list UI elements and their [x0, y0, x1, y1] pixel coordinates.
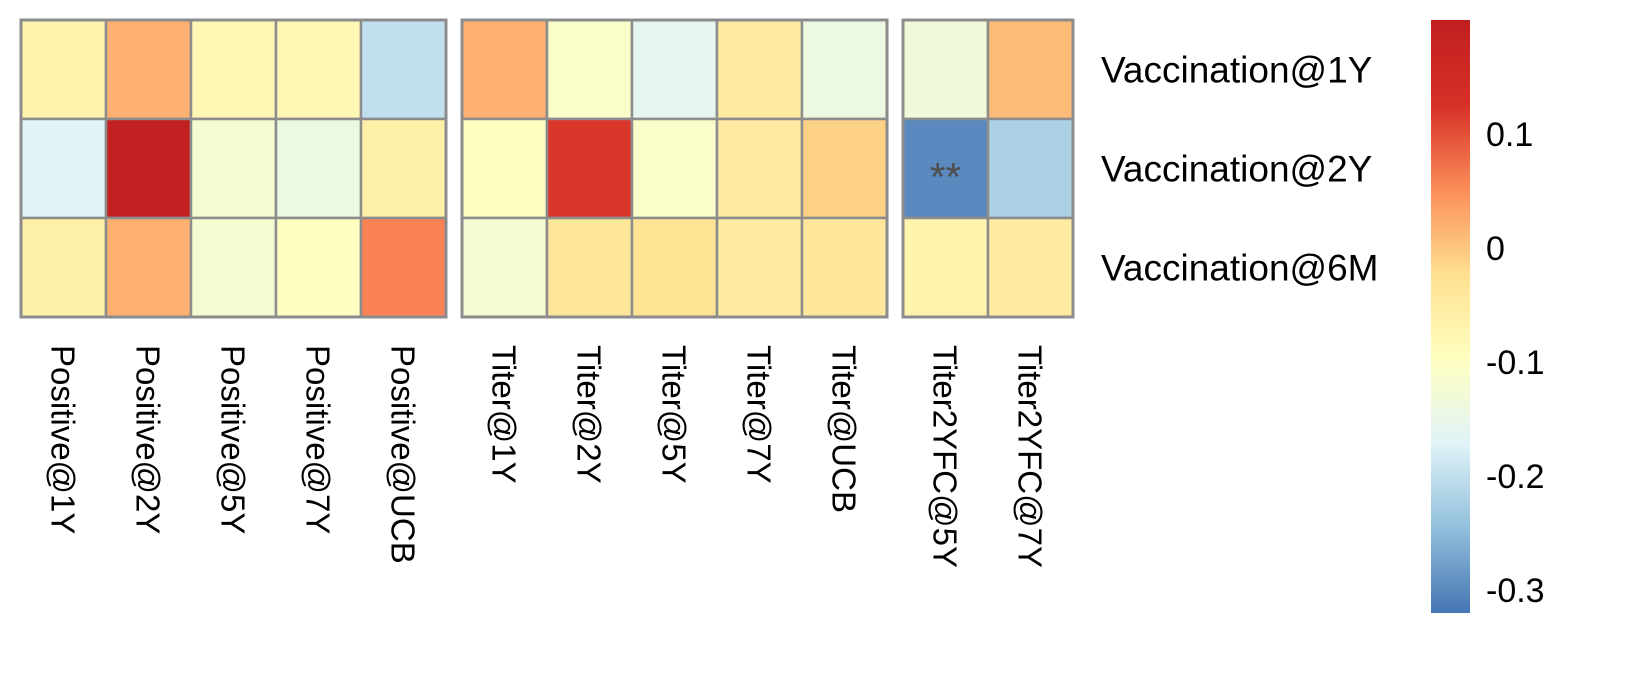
legend-tick-label: -0.2 — [1486, 458, 1545, 496]
heatmap-cell — [986, 18, 1075, 121]
block-border — [460, 18, 889, 319]
heatmap-cell — [359, 216, 448, 319]
column-label: Titer@2Y — [571, 345, 608, 484]
row-label: Vaccination@1Y — [1101, 50, 1372, 91]
heatmap-cell — [460, 18, 549, 121]
heatmap-cell — [800, 216, 889, 319]
column-label: Positive@1Y — [45, 345, 82, 534]
heatmap-cell — [545, 216, 634, 319]
column-label: Titer@1Y — [486, 345, 523, 484]
heatmap-cell — [19, 18, 108, 121]
column-label: Titer@UCB — [826, 345, 863, 513]
heatmap-cell — [274, 117, 363, 220]
significance-stars: ** — [930, 156, 961, 200]
heatmap-cell — [359, 18, 448, 121]
column-label: Titer@7Y — [741, 345, 778, 484]
column-label: Positive@2Y — [130, 345, 167, 534]
heatmap-cell — [104, 18, 193, 121]
significance-annotations: ** — [930, 156, 961, 200]
heatmap-cell — [800, 18, 889, 121]
heatmap-cell — [901, 18, 990, 121]
legend-tick-label: 0 — [1486, 230, 1505, 268]
block-borders — [19, 18, 1075, 319]
legend-tick-label: -0.1 — [1486, 344, 1545, 382]
heatmap-cell — [715, 117, 804, 220]
row-label: Vaccination@6M — [1101, 248, 1379, 289]
heatmap-cell — [359, 117, 448, 220]
legend-tick-label: -0.3 — [1486, 572, 1545, 610]
heatmap-cell — [104, 117, 193, 220]
heatmap-cell — [189, 117, 278, 220]
heatmap-cell — [715, 216, 804, 319]
block-border — [901, 18, 1075, 319]
column-label: Titer2YFC@5Y — [927, 345, 964, 568]
heatmap-cell — [545, 117, 634, 220]
column-label: Positive@UCB — [385, 345, 422, 564]
heatmap-cell — [274, 216, 363, 319]
heatmap-cells — [19, 18, 1075, 319]
block-border — [19, 18, 448, 319]
heatmap-cell — [274, 18, 363, 121]
heatmap-cell — [630, 18, 719, 121]
heatmap-cell — [986, 117, 1075, 220]
column-label: Positive@7Y — [300, 345, 337, 534]
legend-color-bar — [1431, 20, 1470, 613]
color-legend: 0.1 0 -0.1 -0.2 -0.3 — [1431, 20, 1545, 613]
heatmap-cell — [189, 18, 278, 121]
heatmap-cell — [189, 216, 278, 319]
row-label: Vaccination@2Y — [1101, 149, 1372, 190]
heatmap-cell — [460, 216, 549, 319]
heatmap-cell — [715, 18, 804, 121]
column-labels: Positive@1Y Positive@2Y Positive@5Y Positiv… — [45, 345, 1049, 568]
column-label: Titer2YFC@7Y — [1012, 345, 1049, 568]
heatmap-cell — [630, 117, 719, 220]
heatmap-cell — [460, 117, 549, 220]
heatmap-cell — [986, 216, 1075, 319]
row-labels: Vaccination@1Y Vaccination@2Y Vaccination@… — [1101, 50, 1379, 289]
heatmap-cell — [800, 117, 889, 220]
heatmap-cell — [545, 18, 634, 121]
heatmap-cell — [104, 216, 193, 319]
heatmap-cell — [630, 216, 719, 319]
heatmap-cell — [19, 117, 108, 220]
heatmap-cell — [901, 216, 990, 319]
column-label: Titer@5Y — [656, 345, 693, 484]
column-label: Positive@5Y — [215, 345, 252, 534]
legend-tick-label: 0.1 — [1486, 116, 1533, 154]
heatmap-cell — [19, 216, 108, 319]
